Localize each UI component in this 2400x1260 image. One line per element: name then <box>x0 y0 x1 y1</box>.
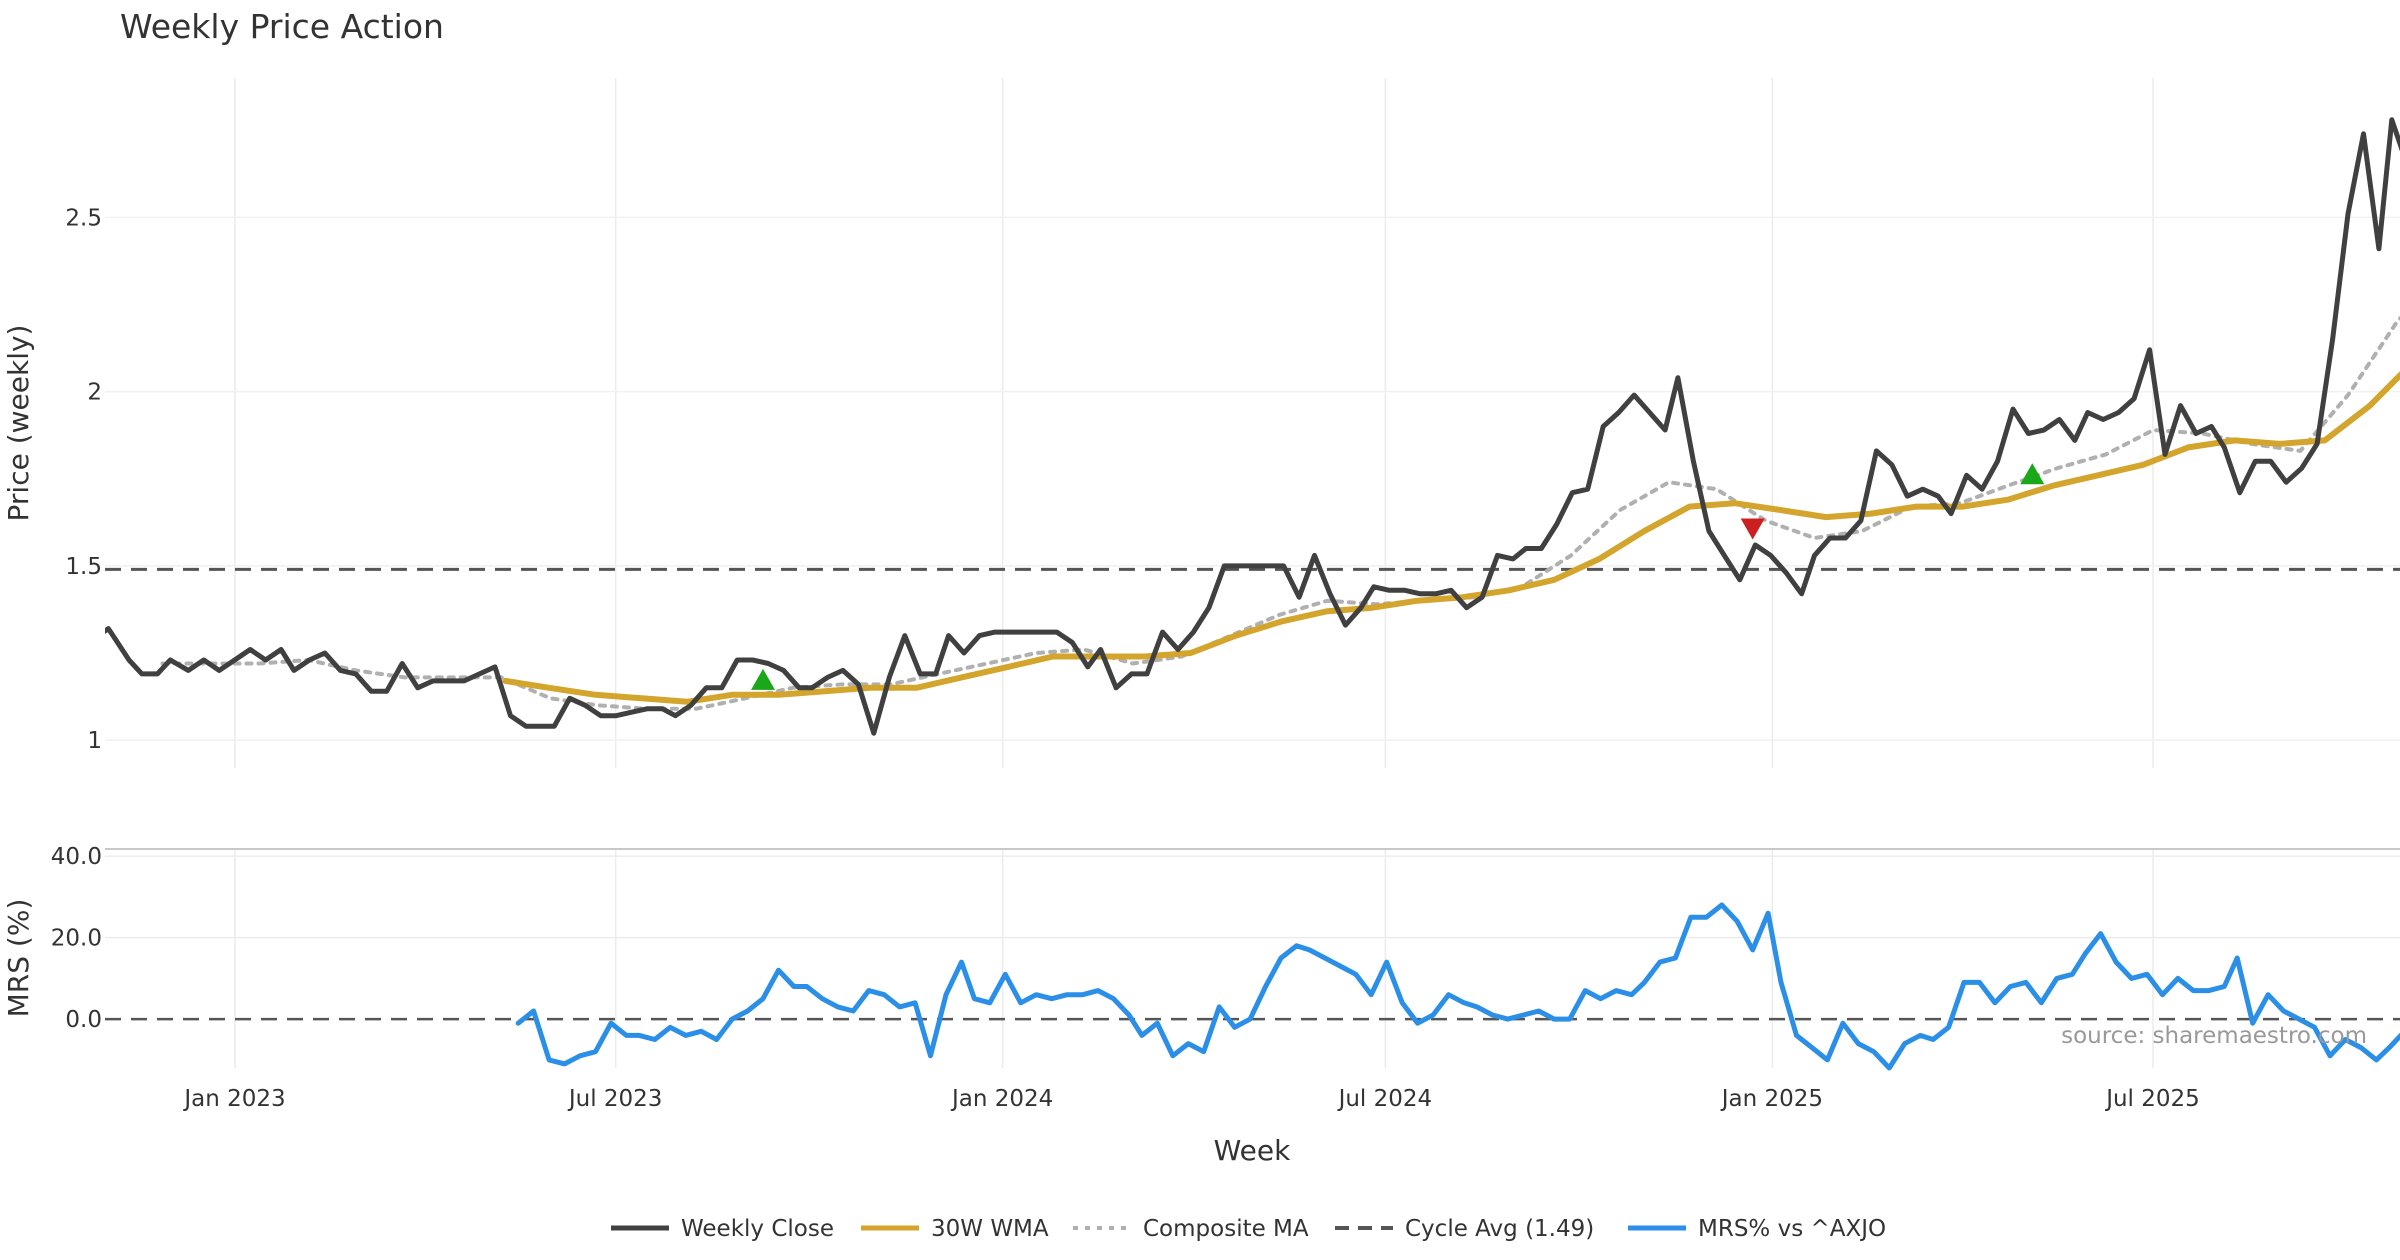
price-y-tick-label: 2 <box>87 380 102 406</box>
price-y-tick-label: 2.5 <box>65 205 102 231</box>
price-y-axis-title: Price (weekly) <box>2 325 35 522</box>
buy-signal-marker <box>2020 463 2045 485</box>
legend-label: Weekly Close <box>681 1216 834 1242</box>
x-tick-label: Jan 2025 <box>1720 1086 1823 1112</box>
chart-title: Weekly Price Action <box>120 7 444 46</box>
legend-label: 30W WMA <box>931 1216 1049 1242</box>
legend-item: MRS% vs ^AXJO <box>1628 1216 1886 1242</box>
x-axis-title: Week <box>1214 1134 1291 1167</box>
price-y-tick-label: 1.5 <box>65 554 102 580</box>
wma-30w-line <box>502 371 2400 705</box>
legend-item: Composite MA <box>1073 1216 1309 1242</box>
legend-item: Cycle Avg (1.49) <box>1335 1216 1594 1242</box>
legend-label: Cycle Avg (1.49) <box>1405 1216 1594 1242</box>
x-tick-label: Jan 2024 <box>950 1086 1053 1112</box>
x-tick-label: Jan 2023 <box>182 1086 285 1112</box>
weekly-close-line <box>105 117 2400 736</box>
x-tick-label: Jul 2025 <box>2104 1086 2200 1112</box>
x-tick-label: Jul 2023 <box>567 1086 663 1112</box>
mrs-y-axis-title: MRS (%) <box>2 899 35 1018</box>
mrs-y-tick-label: 40.0 <box>51 844 102 870</box>
price-y-tick-label: 1 <box>87 728 102 754</box>
legend-item: Weekly Close <box>611 1216 834 1242</box>
mrs-line <box>515 902 2400 1071</box>
legend-label: Composite MA <box>1143 1216 1309 1242</box>
buy-signal-marker <box>751 668 776 690</box>
chart-plot-area: Jan 2023 Jul 2023 Jan 2024 Jul 2024 Jan 2025… <box>2 78 2400 1242</box>
mrs-y-tick-label: 0.0 <box>65 1007 102 1033</box>
legend-label: MRS% vs ^AXJO <box>1698 1216 1886 1242</box>
legend-item: 30W WMA <box>861 1216 1049 1242</box>
sell-signal-marker <box>1740 518 1765 540</box>
mrs-y-tick-label: 20.0 <box>51 926 102 952</box>
x-tick-label: Jul 2024 <box>1337 1086 1433 1112</box>
composite-ma-line <box>160 315 2400 711</box>
source-watermark: source: sharemaestro.com <box>2061 1023 2367 1049</box>
